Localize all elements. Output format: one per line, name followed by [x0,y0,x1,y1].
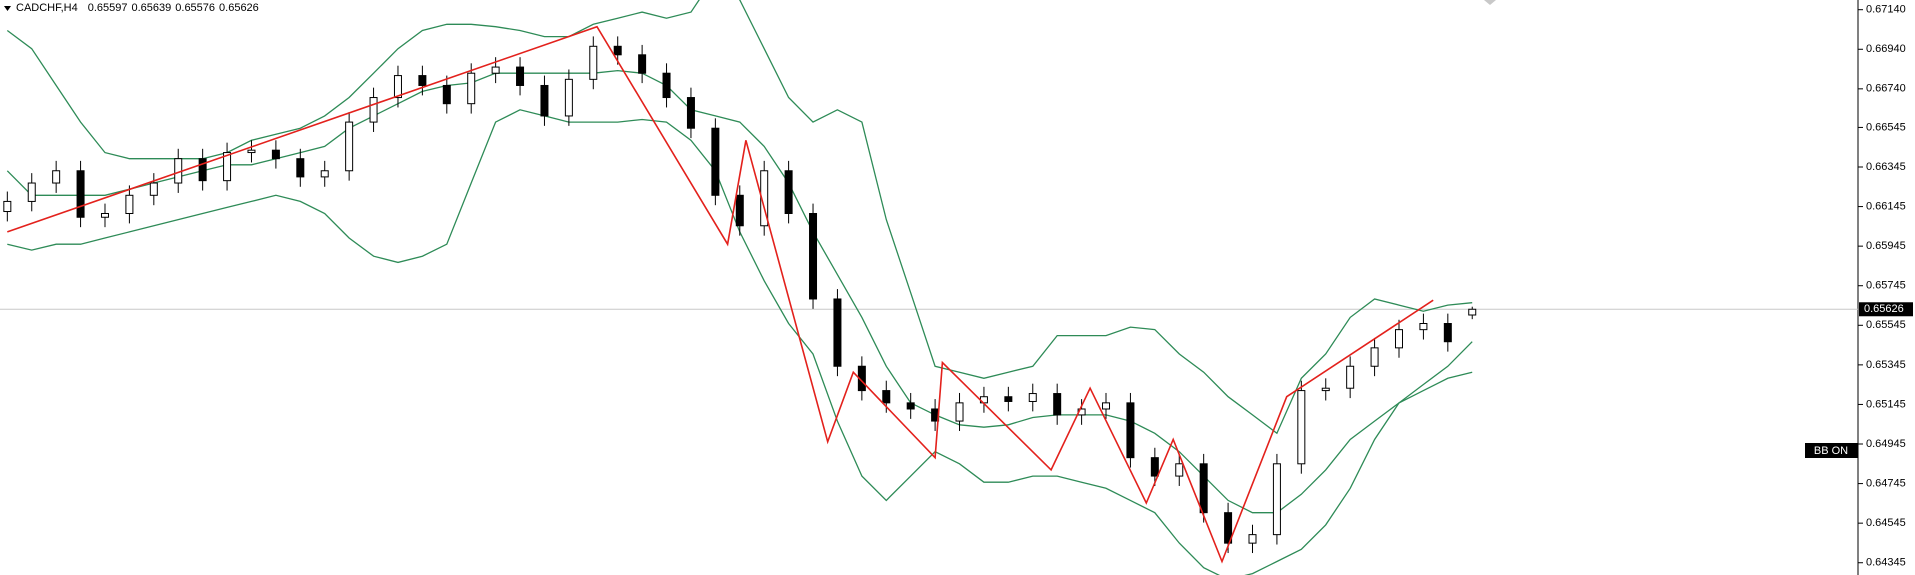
candle-body [1150,457,1159,477]
candle-body [1272,463,1281,536]
candle-body [1004,396,1013,402]
candle-body [784,170,793,214]
candle-body [955,402,964,422]
candle-body [320,170,329,178]
candle-body [296,158,305,178]
y-tick-label: 0.64945 [1866,438,1906,450]
candle-body [442,84,451,105]
candle-body [76,170,85,218]
candle-body [1346,365,1355,389]
y-tick-label: 0.64745 [1866,477,1906,489]
candle-body [1468,308,1477,316]
candle-body [1419,323,1428,331]
dropdown-icon[interactable] [4,6,11,11]
shift-marker [1484,0,1496,5]
quote-value: 0.65626 [219,2,259,14]
candle-body [711,127,720,196]
candle-body [735,194,744,227]
candle-body [589,45,598,80]
quote-value: 0.65597 [88,2,128,14]
quote-value: 0.65576 [175,2,215,14]
candle-body [27,182,36,202]
y-tick-label: 0.66145 [1866,200,1906,212]
candle-body [809,212,818,300]
quote-value: 0.65639 [132,2,172,14]
candle-body [1248,534,1257,544]
y-tick-label: 0.65945 [1866,240,1906,252]
candle-body [271,149,280,160]
current-price-label: 0.65626 [1864,303,1904,315]
candle-body [100,212,109,218]
y-tick-label: 0.66345 [1866,161,1906,173]
candle-body [1199,463,1208,514]
candle-body [393,75,402,99]
y-tick-label: 0.65345 [1866,359,1906,371]
current-price-tag [1859,302,1913,317]
indicator-label: BB ON [1814,445,1848,457]
candle-body [1126,402,1135,459]
candle-body [491,66,500,74]
candle-body [125,194,134,214]
candle-body [686,97,695,129]
candle-body [906,402,915,410]
y-tick-label: 0.66740 [1866,83,1906,95]
candle-body [3,200,12,213]
candle-body [467,72,476,105]
candle-body [833,298,842,367]
y-tick-label: 0.65545 [1866,319,1906,331]
y-tick-label: 0.64345 [1866,557,1906,569]
candle-body [1443,323,1452,343]
candle-body [52,170,61,184]
candle-body [198,158,207,182]
candle-body [223,152,232,182]
candle-body [1028,393,1037,402]
candle-body [613,45,622,56]
candle-body [418,75,427,86]
y-tick-label: 0.65745 [1866,280,1906,292]
candle-body [149,182,158,196]
candle-body [540,84,549,117]
plot-area [0,0,1858,575]
candle-body [1321,387,1330,392]
y-tick-label: 0.64545 [1866,517,1906,529]
y-tick-label: 0.67140 [1866,4,1906,16]
band-middle [6,69,1473,514]
candle-body [1053,393,1062,416]
candle-body [1102,402,1111,410]
candle-body [369,97,378,123]
y-tick-label: 0.65145 [1866,398,1906,410]
candle-body [882,390,891,404]
y-tick-label: 0.66940 [1866,43,1906,55]
candle-body [564,78,573,117]
candle-body [1370,347,1379,367]
candle-body [638,54,647,74]
candle-body [662,72,671,99]
candle-body [516,66,525,86]
chart-symbol: CADCHF,H4 [16,2,78,14]
candle-body [1224,512,1233,544]
zigzag-line [7,25,1434,564]
indicator-tag [1805,443,1858,458]
y-tick-label: 0.66545 [1866,121,1906,133]
candle-body [247,149,256,154]
candle-body [1175,463,1184,477]
candle-body [1297,390,1306,465]
candle-body [1394,329,1403,349]
candle-body [345,121,354,172]
candle-body [760,170,769,227]
